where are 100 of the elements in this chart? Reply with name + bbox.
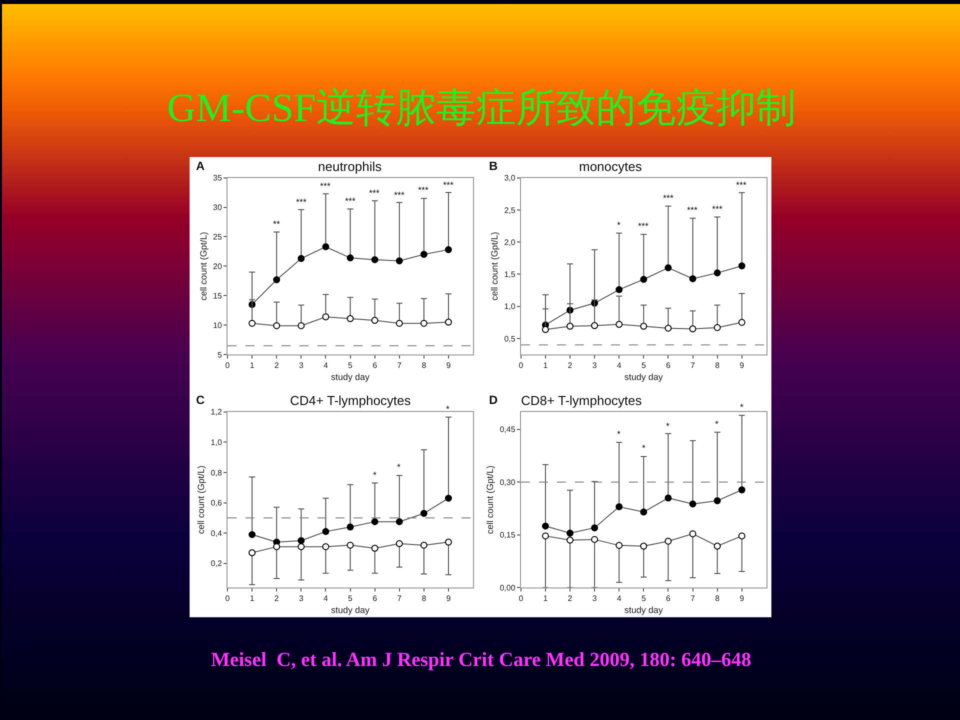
x-tick-label: 0	[225, 361, 230, 370]
point	[444, 318, 452, 326]
y-tick-label: 25	[213, 232, 222, 242]
x-tick-label: 3	[298, 594, 304, 604]
x-tick-label: 8	[422, 594, 427, 604]
text: A	[196, 159, 205, 173]
point	[420, 510, 428, 517]
x-tick-label: 2	[568, 594, 573, 604]
point	[640, 322, 648, 330]
point	[298, 255, 305, 262]
x-tick-label: 6	[666, 594, 671, 604]
annotation: ***	[320, 181, 332, 191]
point	[566, 536, 574, 544]
y-tick-label: 0,45	[500, 425, 516, 434]
point	[346, 315, 354, 322]
point	[714, 269, 721, 276]
point	[273, 543, 280, 550]
x-tick-label: 5	[348, 361, 354, 370]
x-tick-label: 8	[422, 361, 427, 370]
x-tick-label: 9	[740, 361, 745, 370]
point	[420, 320, 428, 327]
point	[566, 530, 574, 537]
point	[371, 518, 378, 526]
x-tick-label: 1	[543, 361, 548, 370]
y-axis-title: cell count (Gpt/L)	[485, 465, 496, 534]
y-tick-label: 15	[213, 291, 222, 300]
x-tick-label: 3	[592, 594, 598, 604]
x-tick-label: 2	[274, 361, 280, 370]
y-tick-label: 0,30	[500, 478, 516, 487]
y-tick-label: 3,0	[504, 174, 516, 183]
y-tick-label: 2,0	[504, 238, 516, 247]
annotation: *	[446, 404, 450, 414]
point	[444, 246, 452, 254]
point	[396, 257, 403, 264]
chart-title: CD8+ T-lymphocytes	[521, 393, 642, 408]
point	[542, 326, 549, 333]
y-tick-label: 0,4	[210, 528, 222, 538]
x-tick-label: 5	[641, 594, 646, 604]
text: B	[489, 159, 498, 173]
point	[664, 538, 672, 545]
x-tick-label: 8	[715, 594, 720, 604]
annotation: ***	[369, 188, 380, 198]
x-tick-label: 4	[616, 594, 622, 604]
y-tick-label: 35	[213, 174, 222, 183]
point	[664, 324, 672, 332]
x-tick-label: 0	[518, 361, 524, 370]
x-tick-label: 4	[324, 361, 329, 370]
y-axis-title: cell count (Gpt/L)	[490, 232, 500, 300]
point	[616, 503, 623, 510]
x-axis-title: study day	[331, 605, 370, 616]
y-tick-label: 0,6	[210, 498, 222, 508]
x-tick-label: 7	[690, 361, 696, 370]
text: C	[196, 393, 205, 407]
x-tick-label: 7	[397, 361, 402, 370]
point	[371, 544, 378, 552]
annotation: *	[642, 443, 646, 453]
x-tick-label: 1	[250, 594, 255, 604]
point	[248, 531, 256, 538]
point	[371, 316, 378, 324]
point	[346, 254, 354, 262]
point	[566, 322, 574, 330]
x-tick-label: 9	[740, 594, 745, 604]
point	[640, 276, 648, 283]
point	[738, 486, 746, 494]
x-tick-label: 1	[250, 361, 255, 370]
x-tick-label: 5	[641, 361, 646, 370]
x-tick-label: 9	[446, 594, 452, 604]
y-tick-label: 0,2	[210, 559, 222, 568]
y-tick-label: 1,2	[210, 408, 222, 417]
point	[322, 528, 330, 536]
point	[298, 537, 305, 544]
x-axis-title: study day	[331, 372, 370, 382]
annotation: *	[666, 421, 670, 431]
point	[420, 250, 428, 258]
chart-title: neutrophils	[318, 159, 382, 174]
point	[738, 532, 746, 540]
point	[664, 494, 672, 502]
y-tick-label: 2,5	[504, 206, 516, 215]
y-tick-label: 5	[217, 350, 222, 360]
annotation: ***	[663, 193, 674, 203]
point	[322, 313, 330, 320]
point	[714, 542, 721, 550]
y-tick-label: 1,0	[504, 302, 516, 312]
y-tick-label: 0,5	[504, 334, 516, 344]
annotation: **	[273, 219, 280, 229]
annotation: *	[715, 419, 719, 429]
annotation: ***	[736, 180, 748, 190]
chart-title: CD4+ T-lymphocytes	[290, 393, 412, 408]
y-tick-label: 10	[213, 320, 222, 330]
point	[396, 540, 403, 548]
point	[689, 530, 696, 538]
point	[248, 320, 256, 327]
point	[371, 256, 378, 264]
y-tick-label: 30	[213, 203, 222, 212]
point	[640, 542, 648, 550]
y-tick-label: 1,5	[504, 270, 516, 280]
x-tick-label: 3	[298, 361, 304, 370]
point	[298, 543, 305, 550]
point	[616, 286, 623, 294]
x-tick-label: 3	[592, 361, 598, 370]
